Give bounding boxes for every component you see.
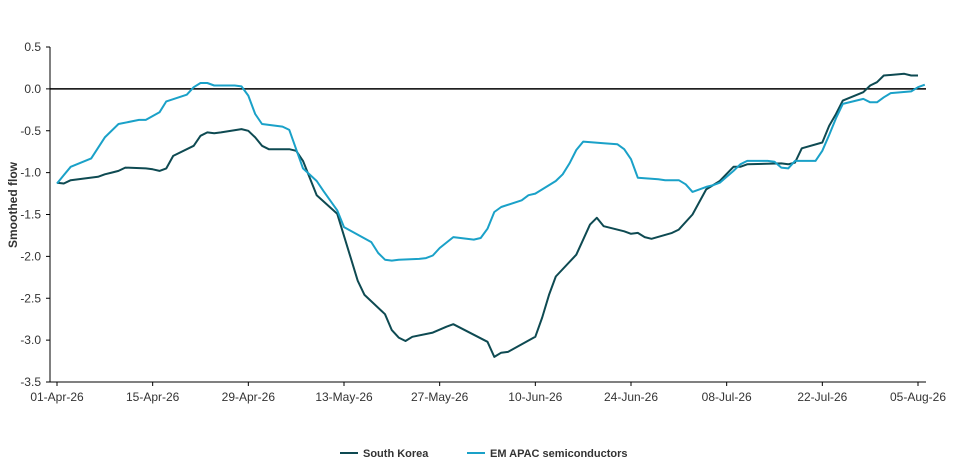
y-axis-title: Smoothed flow [6, 161, 20, 248]
x-tick-label: 24-Jun-26 [604, 390, 658, 404]
series-lines [56, 72, 926, 358]
x-axis-ticks: 01-Apr-26 15-Apr-26 29-Apr-26 13-May-26 27-M… [30, 382, 946, 404]
y-tick-label: -1.0 [20, 166, 41, 180]
x-tick-label: 01-Apr-26 [30, 390, 84, 404]
x-tick-label: 08-Jul-26 [702, 390, 752, 404]
legend-label: South Korea [363, 448, 429, 460]
legend-label: EM APAC semiconductors [490, 448, 628, 460]
x-tick-label: 22-Jul-26 [797, 390, 847, 404]
y-tick-label: 0.5 [24, 40, 41, 54]
x-tick-label: 05-Aug-26 [890, 390, 946, 404]
series-line-0 [56, 72, 918, 358]
y-tick-label: -3.5 [20, 375, 41, 389]
series-line-1 [56, 82, 926, 262]
y-tick-label: -0.5 [20, 124, 41, 138]
y-tick-label: -2.0 [20, 249, 41, 263]
x-tick-label: 10-Jun-26 [508, 390, 562, 404]
y-axis-ticks: 0.5 0.0 -0.5 -1.0 -1.5 -2.0 -2.5 -3.0 -3.5 [20, 40, 50, 389]
x-tick-label: 27-May-26 [411, 390, 469, 404]
x-tick-label: 29-Apr-26 [222, 390, 276, 404]
legend: South Korea EM APAC semiconductors [340, 448, 628, 460]
x-tick-label: 13-May-26 [315, 390, 373, 404]
y-tick-label: 0.0 [24, 82, 41, 96]
x-tick-label: 15-Apr-26 [126, 390, 180, 404]
y-tick-label: -2.5 [20, 291, 41, 305]
y-tick-label: -3.0 [20, 333, 41, 347]
y-tick-label: -1.5 [20, 208, 41, 222]
